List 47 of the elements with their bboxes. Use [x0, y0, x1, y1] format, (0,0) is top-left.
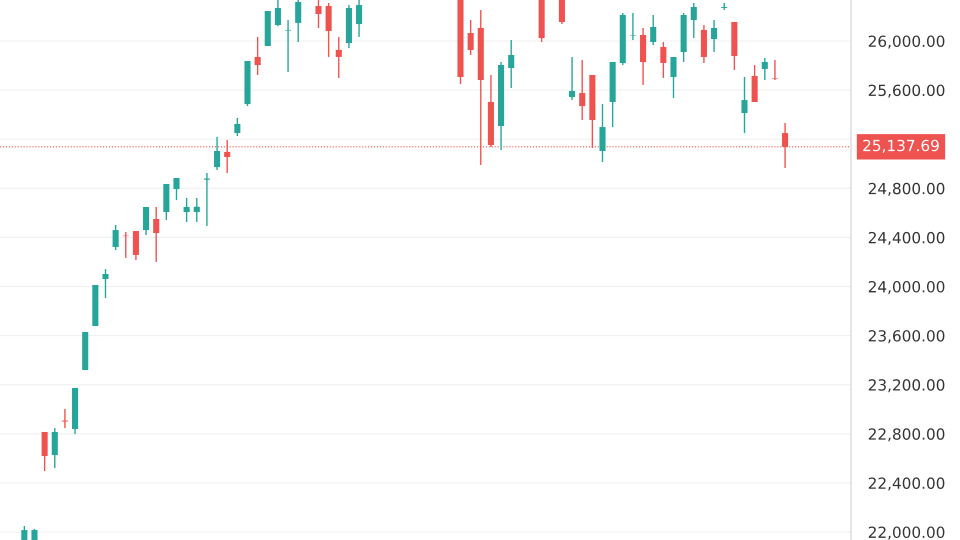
- candlestick: [295, 0, 302, 43]
- candlestick: [214, 136, 220, 171]
- candlestick: [508, 39, 514, 89]
- y-tick-label: 24,800.00: [868, 182, 944, 196]
- candlestick: [579, 59, 586, 121]
- candlestick: [558, 0, 565, 25]
- candlestick: [173, 177, 180, 201]
- candlestick: [650, 14, 656, 46]
- candlestick: [21, 525, 28, 540]
- candlestick: [599, 103, 606, 163]
- candlestick: [102, 268, 109, 299]
- y-tick-label: 25,600.00: [868, 84, 944, 98]
- candlestick: [315, 0, 322, 29]
- y-tick-label: 22,400.00: [868, 477, 944, 490]
- candlestick: [630, 12, 636, 41]
- candlestick: [132, 230, 139, 261]
- y-tick-label: 26,000.00: [868, 35, 944, 49]
- y-tick-label: 22,000.00: [868, 526, 944, 540]
- candlestick: [741, 76, 748, 134]
- candlestick: [52, 427, 58, 469]
- candlestick: [184, 197, 190, 223]
- candlestick: [122, 231, 129, 259]
- y-tick-label: 23,200.00: [868, 379, 944, 392]
- candlestick: [62, 408, 68, 429]
- ref-line-label: 25,137.69: [863, 140, 939, 153]
- candlestick: [690, 2, 697, 39]
- candlestick: [31, 528, 38, 540]
- candlestick: [711, 19, 718, 53]
- candlestick: [153, 206, 160, 263]
- y-tick-label: 24,400.00: [868, 232, 944, 245]
- candlestick: [721, 2, 728, 11]
- candlestick: [762, 57, 768, 81]
- candlestick: [234, 117, 240, 137]
- candlestick: [112, 224, 119, 251]
- candlestick: [254, 36, 261, 76]
- candlestick: [194, 197, 200, 223]
- y-tick-label: 22,800.00: [868, 428, 944, 442]
- candlestick: [336, 36, 342, 79]
- candlestick: [670, 56, 677, 99]
- candlestick: [468, 19, 474, 56]
- candlestick: [356, 0, 362, 38]
- y-tick-label: 23,600.00: [868, 330, 944, 344]
- candlestick: [274, 0, 281, 27]
- candlestick: [660, 41, 666, 79]
- candlestick: [569, 56, 576, 101]
- candlestick: [143, 206, 150, 236]
- y-tick-label: 24,000.00: [868, 280, 944, 294]
